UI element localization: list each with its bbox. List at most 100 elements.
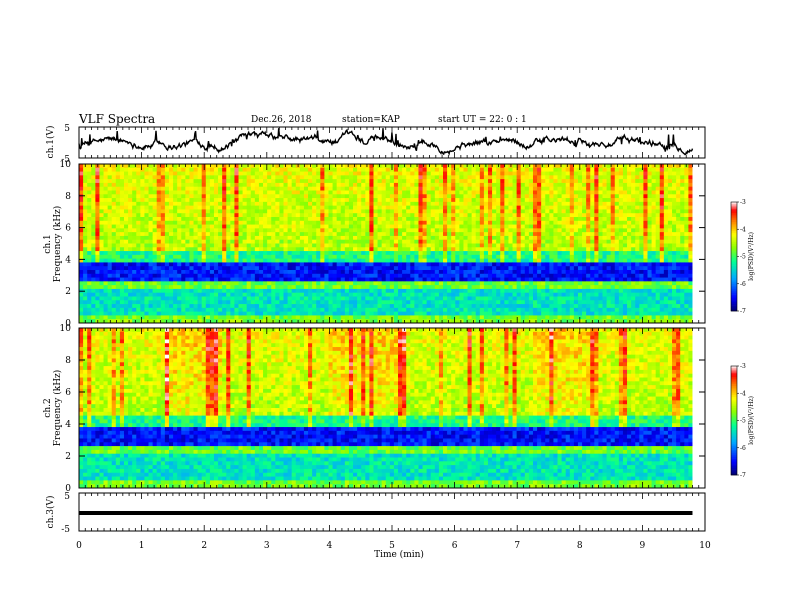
colorbar-swatch: [731, 258, 737, 260]
colorbar-swatch: [731, 422, 737, 424]
colorbar-swatch: [731, 218, 737, 220]
colorbar-swatch: [731, 377, 737, 379]
colorbar-swatch: [731, 260, 737, 262]
colorbar-swatch: [731, 242, 737, 244]
colorbar-swatch: [731, 442, 737, 444]
ch3-ytick-bottom: -5: [61, 525, 70, 535]
ytick-label: 6: [65, 224, 71, 234]
colorbar-swatch: [731, 240, 737, 242]
ch1-spectrogram-heatmap: [79, 164, 705, 323]
time-axis-label: Time (min): [374, 549, 424, 560]
colorbar-swatch: [731, 264, 737, 266]
colorbar-swatch: [731, 375, 737, 377]
colorbar-swatch: [731, 226, 737, 228]
ytick-label: 10: [60, 324, 72, 334]
xtick-label: 8: [577, 541, 583, 551]
colorbar-swatch: [731, 207, 737, 209]
colorbar-swatch: [731, 390, 737, 392]
ch3-waveform-ylabel: ch.3(V): [45, 496, 56, 529]
colorbar-swatch: [731, 238, 737, 240]
colorbar-swatch: [731, 386, 737, 388]
colorbar-swatch: [731, 470, 737, 472]
colorbar-swatch: [731, 246, 737, 248]
xtick-label: 1: [139, 541, 145, 551]
colorbar-swatch: [731, 460, 737, 462]
colorbar-swatch: [731, 397, 737, 399]
colorbar-swatch: [731, 391, 737, 393]
colorbar-swatch: [731, 435, 737, 437]
ytick-label: 4: [65, 420, 71, 430]
colorbar-swatch: [731, 235, 737, 237]
colorbar-swatch: [731, 370, 737, 372]
colorbar-swatch: [731, 366, 737, 368]
colorbar-tick: -7: [740, 308, 746, 315]
colorbar-swatch: [731, 213, 737, 215]
figure-title: VLF Spectra: [78, 112, 155, 126]
colorbar-swatch: [731, 411, 737, 413]
ytick-label: 2: [65, 287, 71, 297]
colorbar-swatch: [731, 388, 737, 390]
colorbar-swatch: [731, 421, 737, 423]
colorbar-swatch: [731, 293, 737, 295]
colorbar-swatch: [731, 459, 737, 461]
colorbar-swatch: [731, 444, 737, 446]
colorbar-swatch: [731, 413, 737, 415]
colorbar-swatch: [731, 304, 737, 306]
colorbar-swatch: [731, 381, 737, 383]
start-time-label: start UT = 22: 0 : 1: [438, 115, 527, 125]
colorbar-swatch: [731, 227, 737, 229]
colorbar-swatch: [731, 424, 737, 426]
colorbar-tick: -6: [740, 445, 746, 452]
ch2-spectrogram-ylabel: ch.2Frequency (kHz): [43, 370, 63, 447]
colorbar-swatch: [731, 267, 737, 269]
colorbar-swatch: [731, 296, 737, 298]
colorbar-swatch: [731, 439, 737, 441]
colorbar-swatch: [731, 266, 737, 268]
colorbar-swatch: [731, 410, 737, 412]
colorbar-swatch: [731, 220, 737, 222]
colorbar-swatch: [731, 204, 737, 206]
ch3-waveform-panel: 5 -5 ch.3(V): [45, 492, 705, 535]
colorbar-swatch: [731, 415, 737, 417]
colorbar-swatch: [731, 289, 737, 291]
xtick-label: 7: [514, 541, 520, 551]
colorbar-swatch: [731, 395, 737, 397]
colorbar-swatch: [731, 302, 737, 304]
colorbar-tick: -3: [740, 199, 746, 206]
colorbar-swatch: [731, 251, 737, 253]
colorbar-swatch: [731, 404, 737, 406]
colorbar-swatch: [731, 257, 737, 259]
colorbar-swatch: [731, 291, 737, 293]
date-label: Dec.26, 2018: [251, 115, 312, 125]
colorbar-swatch: [731, 269, 737, 271]
colorbar-swatch: [731, 450, 737, 452]
colorbar-swatch: [731, 371, 737, 373]
colorbar-tick: -3: [740, 363, 746, 370]
colorbar-swatch: [731, 206, 737, 208]
colorbar-swatch: [731, 433, 737, 435]
colorbar-swatch: [731, 275, 737, 277]
xtick-label: 3: [264, 541, 270, 551]
colorbar-swatch: [731, 284, 737, 286]
colorbar-tick: -5: [740, 254, 746, 261]
colorbar-tick: -4: [740, 226, 746, 233]
ch1-waveform-line: [79, 128, 693, 154]
colorbar-swatch: [731, 408, 737, 410]
colorbar-swatch: [731, 211, 737, 213]
xtick-label: 6: [452, 541, 458, 551]
colorbar-swatch: [731, 417, 737, 419]
colorbar-swatch: [731, 393, 737, 395]
ch2-spectrogram-heatmap: [79, 328, 705, 488]
colorbar-swatch: [731, 255, 737, 257]
xtick-label: 4: [327, 541, 333, 551]
colorbar-swatch: [731, 300, 737, 302]
ytick-label: 2: [65, 452, 71, 462]
colorbar-swatch: [731, 446, 737, 448]
colorbar-swatch: [731, 295, 737, 297]
colorbar-tick: -7: [740, 472, 746, 479]
station-label: station=KAP: [342, 115, 400, 125]
colorbar-swatch: [731, 249, 737, 251]
colorbar-swatch: [731, 468, 737, 470]
colorbar-swatch: [731, 464, 737, 466]
